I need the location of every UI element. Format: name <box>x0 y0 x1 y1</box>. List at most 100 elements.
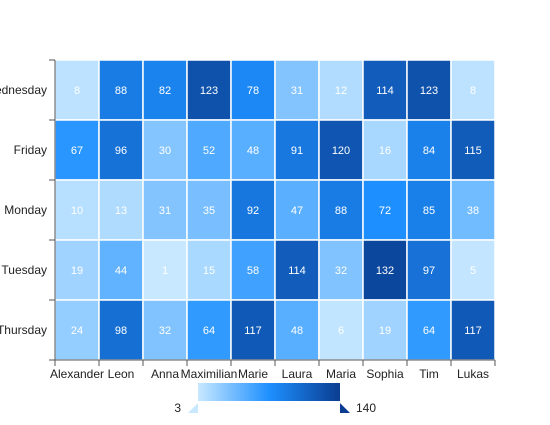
cell-value-label: 32 <box>159 325 171 337</box>
cell-value-label: 123 <box>200 85 218 97</box>
cell-value-label: 31 <box>291 85 303 97</box>
cell-value-label: 19 <box>71 265 83 277</box>
legend-max-label: 140 <box>356 401 376 415</box>
heatmap-cell-monday-maria <box>318 179 364 241</box>
cell-value-label: 115 <box>464 145 482 157</box>
cell-value-label: 123 <box>420 85 438 97</box>
heatmap-cell-friday-sophia <box>362 119 408 181</box>
cell-value-label: 32 <box>335 265 347 277</box>
x-tick-label-laura: Laura <box>282 367 313 381</box>
heatmap-cell-wednesday-lukas <box>450 59 496 121</box>
heatmap-cell-friday-tim <box>406 119 452 181</box>
cell-value-label: 35 <box>203 205 215 217</box>
cell-value-label: 31 <box>159 205 171 217</box>
legend-max-arrow <box>340 403 350 413</box>
y-tick-label-friday: Friday <box>14 143 47 157</box>
cell-value-label: 38 <box>467 205 479 217</box>
cell-value-label: 13 <box>115 205 127 217</box>
heatmap-cell-friday-maximilian <box>186 119 232 181</box>
cell-value-label: 78 <box>247 85 259 97</box>
cell-value-label: 15 <box>203 265 215 277</box>
heatmap-cell-thursday-sophia <box>362 299 408 361</box>
y-tick-label-wednesday: Wednesday <box>0 83 47 97</box>
cell-value-label: 5 <box>470 265 476 277</box>
cell-value-label: 10 <box>71 205 83 217</box>
heatmap-cells <box>54 59 496 361</box>
heatmap-cell-monday-lukas <box>450 179 496 241</box>
cell-value-label: 64 <box>203 325 215 337</box>
x-tick-label-maria: Maria <box>326 367 356 381</box>
cell-value-label: 64 <box>423 325 435 337</box>
y-tick-label-thursday: Thursday <box>0 323 47 337</box>
cell-value-label: 16 <box>379 145 391 157</box>
heatmap-cell-monday-tim <box>406 179 452 241</box>
x-tick-label-lukas: Lukas <box>457 367 489 381</box>
cell-value-label: 67 <box>71 145 83 157</box>
heatmap-cell-tuesday-laura <box>274 239 320 301</box>
cell-value-label: 6 <box>338 325 344 337</box>
cell-value-labels: 8 88 82 123 78 31 12 114 123 867 96 30 52 48 91 120 16 84… <box>71 85 482 337</box>
legend-min-arrow <box>188 403 198 413</box>
axes: Wednesday Friday Monday Tuesday Thursday Alex… <box>0 59 496 381</box>
cell-value-label: 84 <box>423 145 435 157</box>
x-tick-label-anna: Anna <box>151 367 179 381</box>
heatmap-cell-wednesday-sophia <box>362 59 408 121</box>
legend-min-label: 3 <box>174 401 181 415</box>
cell-value-label: 48 <box>247 145 259 157</box>
color-legend: 3 140 <box>174 383 376 415</box>
heatmap-cell-thursday-lukas <box>450 299 496 361</box>
cell-value-label: 1 <box>162 265 168 277</box>
heatmap-cell-friday-laura <box>274 119 320 181</box>
x-tick-label-leon: Leon <box>108 367 135 381</box>
heatmap-cell-monday-anna <box>142 179 188 241</box>
cell-value-label: 12 <box>335 85 347 97</box>
x-tick-label-marie: Marie <box>238 367 268 381</box>
cell-value-label: 85 <box>423 205 435 217</box>
cell-value-label: 44 <box>115 265 127 277</box>
cell-value-label: 117 <box>464 325 482 337</box>
heatmap-cell-friday-leon <box>98 119 144 181</box>
cell-value-label: 19 <box>379 325 391 337</box>
cell-value-label: 114 <box>376 85 394 97</box>
legend-color-bar <box>198 383 340 401</box>
cell-value-label: 48 <box>291 325 303 337</box>
cell-value-label: 88 <box>335 205 347 217</box>
heatmap-cell-monday-leon <box>98 179 144 241</box>
cell-value-label: 52 <box>203 145 215 157</box>
cell-value-label: 30 <box>159 145 171 157</box>
heatmap-cell-wednesday-leon <box>98 59 144 121</box>
cell-value-label: 114 <box>288 265 306 277</box>
cell-value-label: 72 <box>379 205 391 217</box>
cell-value-label: 117 <box>244 325 262 337</box>
heatmap-cell-friday-lukas <box>450 119 496 181</box>
cell-value-label: 58 <box>247 265 259 277</box>
heatmap-cell-thursday-marie <box>230 299 276 361</box>
cell-value-label: 92 <box>247 205 259 217</box>
cell-value-label: 98 <box>115 325 127 337</box>
x-tick-label-sophia: Sophia <box>366 367 404 381</box>
heatmap-cell-thursday-maria <box>318 299 364 361</box>
y-tick-label-monday: Monday <box>4 203 47 217</box>
y-tick-label-tuesday: Tuesday <box>1 263 47 277</box>
x-tick-label-maximilian: Maximilian <box>181 367 238 381</box>
heatmap-cell-friday-maria <box>318 119 364 181</box>
x-tick-label-tim: Tim <box>419 367 439 381</box>
cell-value-label: 88 <box>115 85 127 97</box>
cell-value-label: 132 <box>376 265 394 277</box>
heatmap-cell-thursday-laura <box>274 299 320 361</box>
heatmap-cell-tuesday-alexander <box>54 239 100 301</box>
heatmap-cell-thursday-leon <box>98 299 144 361</box>
heatmap-cell-wednesday-laura <box>274 59 320 121</box>
cell-value-label: 82 <box>159 85 171 97</box>
cell-value-label: 8 <box>74 85 80 97</box>
x-tick-label-alexander: Alexander <box>50 367 104 381</box>
cell-value-label: 96 <box>115 145 127 157</box>
heatmap-cell-tuesday-maria <box>318 239 364 301</box>
cell-value-label: 91 <box>291 145 303 157</box>
cell-value-label: 24 <box>71 325 83 337</box>
cell-value-label: 97 <box>423 265 435 277</box>
cell-value-label: 120 <box>332 145 350 157</box>
heatmap-cell-thursday-tim <box>406 299 452 361</box>
